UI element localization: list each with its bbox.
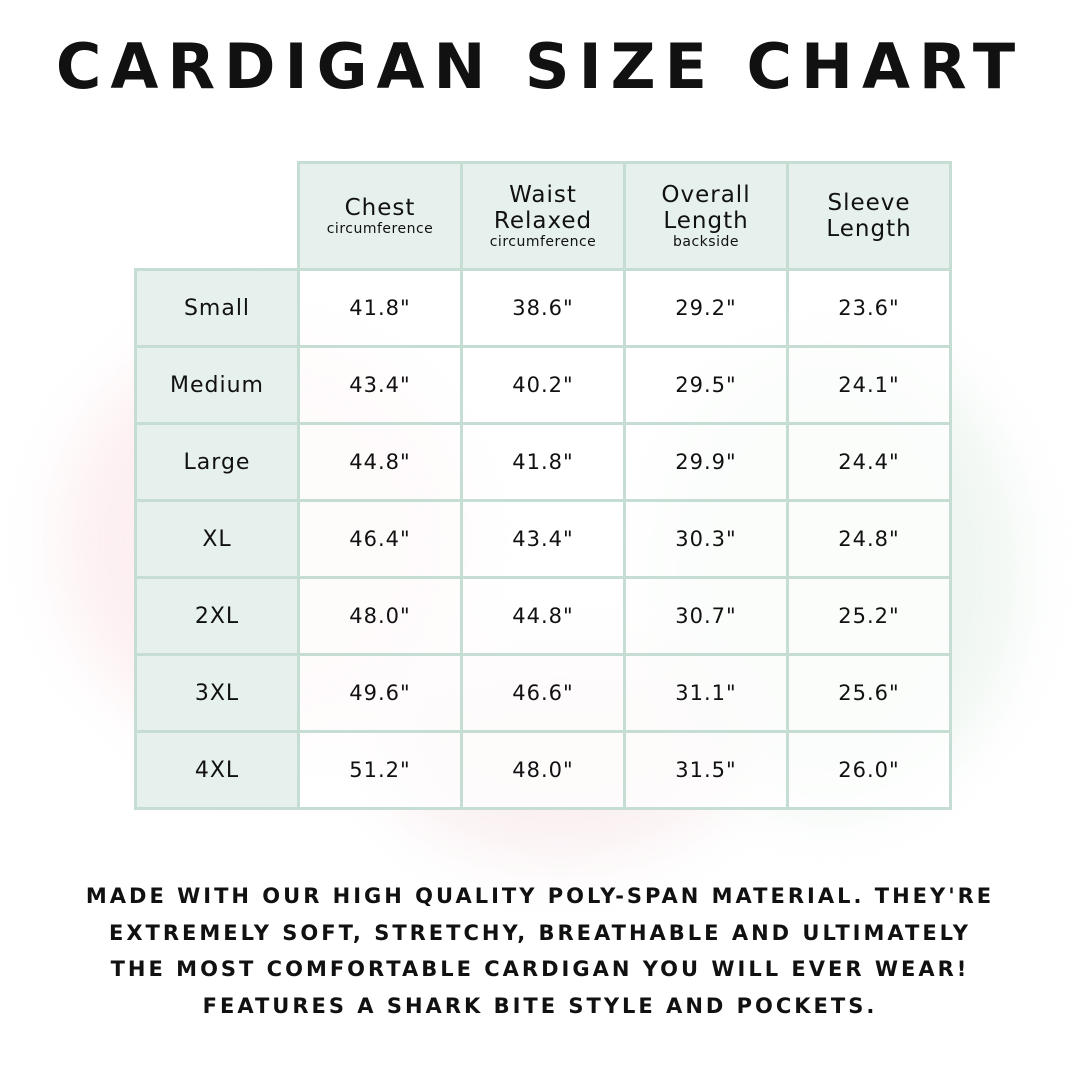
column-header: Waist Relaxed circumference	[460, 161, 626, 271]
table-row: 4XL 51.2" 48.0" 31.5" 26.0"	[134, 730, 952, 810]
measurement-cell: 31.5"	[623, 730, 789, 810]
measurement-cell: 30.7"	[623, 576, 789, 656]
measurement-cell: 24.1"	[786, 345, 952, 425]
measurement-cell: 51.2"	[297, 730, 463, 810]
measurement-cell: 26.0"	[786, 730, 952, 810]
description-line: MADE WITH OUR HIGH QUALITY POLY-SPAN MAT…	[85, 884, 995, 908]
measurement-cell: 48.0"	[460, 730, 626, 810]
measurement-cell: 29.2"	[623, 268, 789, 348]
size-label: 2XL	[134, 576, 300, 656]
measurement-cell: 24.4"	[786, 422, 952, 502]
measurement-cell: 46.6"	[460, 653, 626, 733]
measurement-cell: 25.2"	[786, 576, 952, 656]
size-label: XL	[134, 499, 300, 579]
table-row: Medium 43.4" 40.2" 29.5" 24.1"	[134, 345, 952, 425]
column-header-label: Chest	[344, 194, 416, 221]
measurement-cell: 31.1"	[623, 653, 789, 733]
size-label: Small	[134, 268, 300, 348]
measurement-cell: 44.8"	[460, 576, 626, 656]
column-header-sublabel: circumference	[326, 221, 434, 238]
description-line: THE MOST COMFORTABLE CARDIGAN YOU WILL E…	[110, 957, 970, 981]
measurement-cell: 43.4"	[460, 499, 626, 579]
column-header-label: Overall Length	[661, 181, 751, 234]
header-row: Chest circumference Waist Relaxed circumfer…	[136, 161, 952, 271]
column-header: Sleeve Length	[786, 161, 952, 271]
column-header-label: Waist Relaxed	[493, 181, 593, 234]
column-header: Overall Length backside	[623, 161, 789, 271]
measurement-cell: 48.0"	[297, 576, 463, 656]
size-label: 3XL	[134, 653, 300, 733]
empty-corner-cell	[136, 163, 299, 270]
measurement-cell: 43.4"	[297, 345, 463, 425]
table-row: XL 46.4" 43.4" 30.3" 24.8"	[134, 499, 952, 579]
measurement-cell: 25.6"	[786, 653, 952, 733]
size-label: 4XL	[134, 730, 300, 810]
description-line: FEATURES A SHARK BITE STYLE AND POCKETS.	[202, 993, 878, 1018]
measurement-cell: 24.8"	[786, 499, 952, 579]
product-description: MADE WITH OUR HIGH QUALITY POLY-SPAN MAT…	[0, 878, 1080, 1024]
measurement-cell: 29.9"	[623, 422, 789, 502]
size-chart-table: Chest circumference Waist Relaxed circumfer…	[134, 161, 952, 810]
measurement-cell: 44.8"	[297, 422, 463, 502]
size-label: Medium	[134, 345, 300, 425]
measurement-cell: 41.8"	[297, 268, 463, 348]
description-line: EXTREMELY SOFT, STRETCHY, BREATHABLE AND…	[109, 920, 971, 945]
page-title: CARDIGAN SIZE CHART	[55, 30, 1025, 103]
table-row: Small 41.8" 38.6" 29.2" 23.6"	[134, 268, 952, 348]
column-header-label: Sleeve Length	[826, 189, 912, 242]
column-header-sublabel: backside	[673, 234, 739, 251]
size-label: Large	[134, 422, 300, 502]
measurement-cell: 29.5"	[623, 345, 789, 425]
measurement-cell: 23.6"	[786, 268, 952, 348]
measurement-cell: 40.2"	[460, 345, 626, 425]
measurement-cell: 46.4"	[297, 499, 463, 579]
table-row: 3XL 49.6" 46.6" 31.1" 25.6"	[134, 653, 952, 733]
table-row: Large 44.8" 41.8" 29.9" 24.4"	[134, 422, 952, 502]
measurement-cell: 38.6"	[460, 268, 626, 348]
column-header-sublabel: circumference	[489, 234, 597, 251]
column-header: Chest circumference	[297, 161, 463, 271]
measurement-cell: 30.3"	[623, 499, 789, 579]
measurement-cell: 49.6"	[297, 653, 463, 733]
measurement-cell: 41.8"	[460, 422, 626, 502]
table-row: 2XL 48.0" 44.8" 30.7" 25.2"	[134, 576, 952, 656]
